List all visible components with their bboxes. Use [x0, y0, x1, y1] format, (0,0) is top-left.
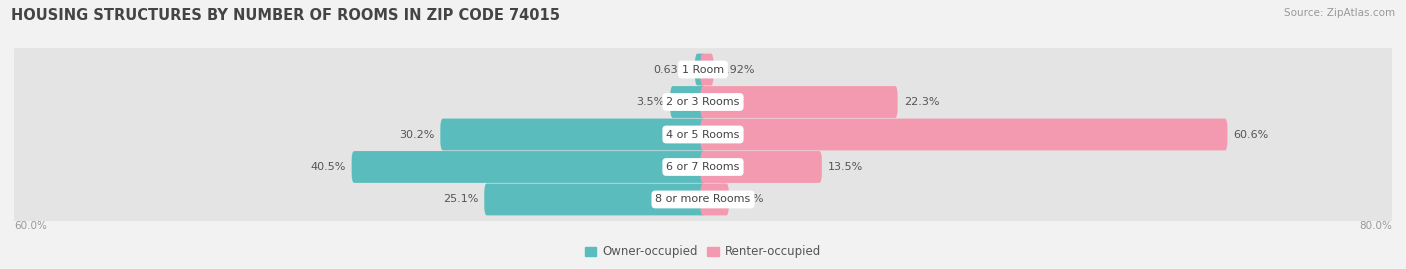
Text: 6 or 7 Rooms: 6 or 7 Rooms: [666, 162, 740, 172]
FancyBboxPatch shape: [700, 183, 728, 215]
FancyBboxPatch shape: [695, 54, 706, 86]
Text: Source: ZipAtlas.com: Source: ZipAtlas.com: [1284, 8, 1395, 18]
Text: 0.63%: 0.63%: [654, 65, 689, 75]
FancyBboxPatch shape: [14, 66, 1392, 138]
Text: 60.6%: 60.6%: [1233, 129, 1268, 140]
Text: 0.92%: 0.92%: [720, 65, 755, 75]
FancyBboxPatch shape: [700, 119, 1227, 150]
FancyBboxPatch shape: [700, 151, 823, 183]
FancyBboxPatch shape: [700, 54, 713, 86]
Legend: Owner-occupied, Renter-occupied: Owner-occupied, Renter-occupied: [579, 240, 827, 263]
Text: 30.2%: 30.2%: [399, 129, 434, 140]
Text: 2 or 3 Rooms: 2 or 3 Rooms: [666, 97, 740, 107]
Text: 25.1%: 25.1%: [443, 194, 478, 204]
Text: 40.5%: 40.5%: [311, 162, 346, 172]
FancyBboxPatch shape: [14, 131, 1392, 203]
FancyBboxPatch shape: [14, 34, 1392, 105]
FancyBboxPatch shape: [14, 164, 1392, 235]
Text: 8 or more Rooms: 8 or more Rooms: [655, 194, 751, 204]
Text: 3.5%: 3.5%: [636, 97, 664, 107]
Text: 4 or 5 Rooms: 4 or 5 Rooms: [666, 129, 740, 140]
FancyBboxPatch shape: [14, 98, 1392, 171]
Text: 80.0%: 80.0%: [1360, 221, 1392, 231]
FancyBboxPatch shape: [484, 183, 706, 215]
FancyBboxPatch shape: [671, 86, 706, 118]
Text: 60.0%: 60.0%: [14, 221, 46, 231]
FancyBboxPatch shape: [352, 151, 706, 183]
Text: 2.7%: 2.7%: [735, 194, 763, 204]
FancyBboxPatch shape: [700, 86, 897, 118]
FancyBboxPatch shape: [440, 119, 706, 150]
Text: 22.3%: 22.3%: [904, 97, 939, 107]
Text: HOUSING STRUCTURES BY NUMBER OF ROOMS IN ZIP CODE 74015: HOUSING STRUCTURES BY NUMBER OF ROOMS IN…: [11, 8, 560, 23]
Text: 1 Room: 1 Room: [682, 65, 724, 75]
Text: 13.5%: 13.5%: [828, 162, 863, 172]
